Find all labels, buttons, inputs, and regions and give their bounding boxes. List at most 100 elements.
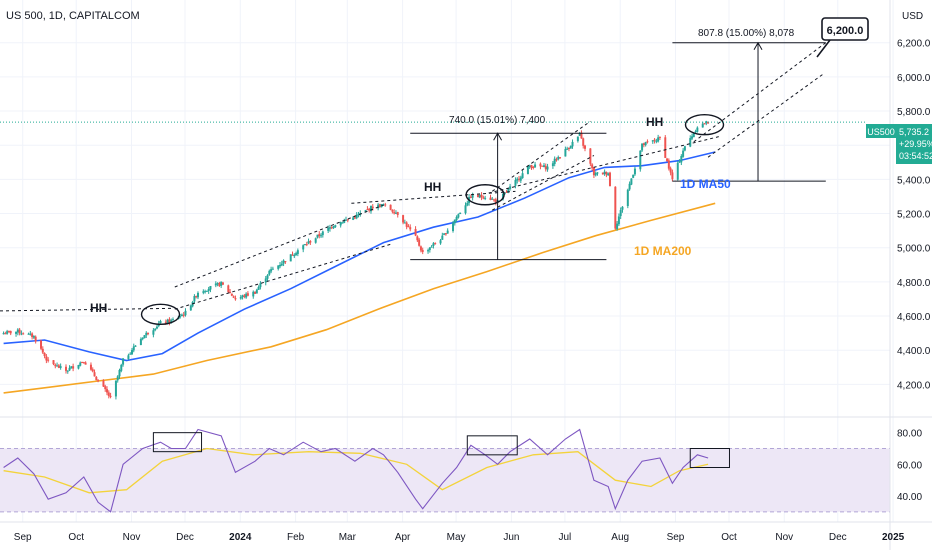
candle-body bbox=[482, 197, 485, 199]
candle-body bbox=[91, 369, 94, 372]
candle-body bbox=[530, 165, 533, 168]
candle-body bbox=[416, 236, 419, 241]
candle-body bbox=[302, 245, 305, 250]
drawings-layer bbox=[0, 41, 866, 326]
candle-body bbox=[70, 366, 73, 369]
candle-body bbox=[418, 239, 421, 246]
candle-body bbox=[594, 172, 597, 176]
candle-body bbox=[657, 137, 660, 142]
candle-body bbox=[164, 321, 167, 324]
candle-body bbox=[239, 297, 242, 299]
candle-body bbox=[270, 269, 273, 272]
hh-label-1: HH bbox=[90, 301, 107, 315]
candle-body bbox=[443, 233, 446, 235]
candle-body bbox=[6, 331, 9, 334]
candle-body bbox=[318, 234, 321, 236]
candle-body bbox=[559, 157, 562, 159]
hh-circle-3 bbox=[684, 114, 725, 136]
candle-body bbox=[532, 167, 535, 169]
candle-body bbox=[341, 222, 344, 224]
price-tick-label: 5,000.0 bbox=[897, 244, 931, 255]
candle-body bbox=[254, 291, 257, 294]
candle-body bbox=[84, 362, 87, 365]
candle-body bbox=[141, 337, 144, 340]
candle-body bbox=[159, 321, 162, 324]
candle-body bbox=[653, 139, 656, 141]
candle-body bbox=[43, 352, 46, 357]
candle-body bbox=[59, 366, 62, 368]
measure-label-2: 807.8 (15.00%) 8,078 bbox=[698, 28, 795, 39]
candle-body bbox=[480, 194, 483, 198]
time-tick-label: Jun bbox=[503, 532, 519, 543]
candle-body bbox=[243, 295, 246, 297]
price-tick-label: 4,800.0 bbox=[897, 278, 931, 289]
price-tag: US500 5,735.2 +29.95% 03:54:52 bbox=[866, 124, 932, 164]
candle-body bbox=[143, 335, 146, 339]
candle-body bbox=[626, 189, 629, 206]
candle-body bbox=[396, 212, 399, 215]
price-tick-label: 4,400.0 bbox=[897, 346, 931, 357]
candle-body bbox=[127, 355, 130, 359]
candle-body bbox=[633, 168, 636, 175]
time-tick-label: Dec bbox=[829, 532, 847, 543]
candle-body bbox=[617, 216, 620, 225]
price-tick-label: 6,000.0 bbox=[897, 73, 931, 84]
candle-body bbox=[471, 194, 474, 198]
candle-body bbox=[459, 212, 462, 215]
rsi-layer bbox=[3, 428, 730, 513]
candle-body bbox=[696, 127, 699, 132]
candle-body bbox=[204, 291, 207, 293]
candle-body bbox=[607, 173, 610, 176]
candle-body bbox=[321, 231, 324, 236]
candle-body bbox=[630, 178, 633, 185]
time-tick-label: Sep bbox=[14, 532, 32, 543]
candle-body bbox=[184, 310, 187, 316]
candle-body bbox=[32, 335, 35, 338]
candle-body bbox=[428, 247, 431, 251]
candle-body bbox=[592, 167, 595, 176]
candle-body bbox=[284, 261, 287, 263]
candle-body bbox=[682, 150, 685, 157]
candle-body bbox=[16, 329, 19, 333]
candle-body bbox=[644, 142, 647, 146]
candle-body bbox=[132, 346, 135, 351]
candle-body bbox=[54, 364, 57, 367]
candle-body bbox=[393, 212, 396, 214]
candle-body bbox=[234, 298, 237, 300]
candle-body bbox=[355, 214, 358, 219]
candle-body bbox=[166, 319, 169, 324]
time-tick-label: 2025 bbox=[882, 532, 905, 543]
candle-body bbox=[578, 133, 581, 136]
candle-body bbox=[205, 290, 208, 292]
hh-label-2: HH bbox=[424, 180, 441, 194]
candle-body bbox=[667, 160, 670, 169]
price-tag-box bbox=[896, 124, 932, 164]
candle-body bbox=[567, 148, 570, 150]
candle-body bbox=[104, 386, 107, 390]
candle-body bbox=[352, 217, 355, 220]
candle-body bbox=[542, 165, 545, 168]
price-tick-label: 4,600.0 bbox=[897, 312, 931, 323]
time-tick-label: Oct bbox=[68, 532, 84, 543]
candle-body bbox=[646, 141, 649, 143]
candle-body bbox=[484, 197, 487, 199]
candle-body bbox=[155, 326, 158, 329]
channel-1-upper bbox=[174, 204, 384, 288]
candle-body bbox=[291, 254, 294, 256]
candle-body bbox=[705, 121, 708, 124]
candle-body bbox=[369, 206, 372, 212]
candle-body bbox=[546, 166, 549, 170]
candle-body bbox=[303, 244, 306, 246]
price-tick-label: 5,400.0 bbox=[897, 175, 931, 186]
candle-body bbox=[227, 285, 230, 292]
candle-body bbox=[72, 366, 75, 369]
candle-body bbox=[229, 291, 232, 294]
candle-body bbox=[664, 137, 667, 158]
price-tag-change: +29.95% bbox=[899, 139, 932, 149]
candle-body bbox=[193, 296, 196, 302]
candle-body bbox=[339, 221, 342, 226]
candle-body bbox=[703, 123, 706, 125]
candle-body bbox=[557, 156, 560, 160]
price-tag-symbol-box bbox=[866, 124, 896, 138]
